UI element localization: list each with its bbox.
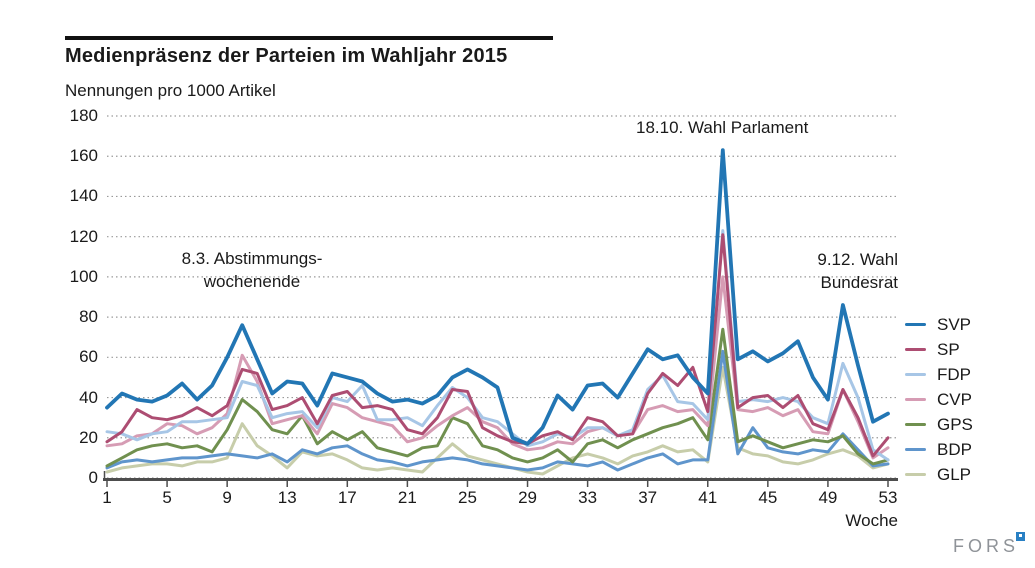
y-tick-label: 140 [69,186,98,206]
legend-item-GPS: GPS [905,412,973,437]
legend-swatch-GLP [905,472,926,477]
legend: SVP SP FDP CVP GPS BDP GLP [905,312,973,487]
annotation-wahl-bundesrat: 9.12. Wahl Bundesrat [817,250,898,292]
legend-swatch-BDP [905,447,926,452]
legend-label: CVP [937,389,972,409]
y-tick-label: 100 [69,266,98,286]
legend-swatch-CVP [905,397,926,402]
x-tick-label: 33 [578,488,598,507]
x-tick-label: 49 [818,488,838,507]
y-tick-label: 120 [69,226,98,246]
legend-label: GPS [937,414,973,434]
x-tick-label: 45 [758,488,778,507]
series-line-FDP [105,229,890,462]
y-tick-label: 20 [79,427,98,447]
series-line-SVP [105,148,890,446]
legend-label: SP [937,339,960,359]
x-tick-label: 53 [878,488,898,507]
x-tick-label: 37 [638,488,658,507]
x-tick-label: 21 [397,488,417,507]
x-axis-title: Woche [845,511,898,530]
legend-item-SP: SP [905,337,973,362]
y-tick-label: 160 [69,146,98,166]
legend-item-CVP: CVP [905,387,973,412]
legend-label: GLP [937,464,972,484]
x-tick-label: 13 [277,488,297,507]
series-line-SP [105,233,890,458]
x-tick-label: 5 [162,488,172,507]
series-line-GPS [105,327,890,468]
annotation-wahl-parlament: 18.10. Wahl Parlament [636,118,809,137]
legend-label: FDP [937,364,971,384]
series-line-CVP [105,275,890,460]
x-tick-label: 29 [518,488,537,507]
legend-item-FDP: FDP [905,362,973,387]
y-tick-label: 60 [79,347,98,367]
annotation-abstimmungswochenende: 8.3. Abstimmungs- wochenende [181,249,323,291]
x-tick-label: 1 [102,488,112,507]
chart-title: Medienpräsenz der Parteien im Wahljahr 2… [65,45,508,67]
x-tick-label: 17 [337,488,357,507]
x-tick-label: 41 [698,488,718,507]
y-tick-label: 0 [88,468,98,487]
y-tick-label: 80 [79,307,98,327]
y-tick-label: 40 [79,387,98,407]
legend-swatch-GPS [905,422,926,427]
x-tick-label: 9 [222,488,232,507]
x-tick-label: 25 [457,488,477,507]
fors-logo: FORS [953,536,1020,556]
legend-label: BDP [937,439,972,459]
legend-label: SVP [937,314,972,334]
legend-swatch-SP [905,347,926,352]
series-line-GLP [105,365,890,476]
legend-item-GLP: GLP [905,462,973,487]
legend-swatch-FDP [905,372,926,377]
legend-item-BDP: BDP [905,437,973,462]
y-axis-unit-label: Nennungen pro 1000 Artikel [65,81,276,100]
legend-swatch-SVP [905,322,926,327]
legend-item-SVP: SVP [905,312,973,337]
y-tick-label: 180 [69,106,98,125]
fors-logo-square-icon [1016,532,1025,541]
series-line-BDP [105,349,890,472]
title-rule [65,36,553,40]
